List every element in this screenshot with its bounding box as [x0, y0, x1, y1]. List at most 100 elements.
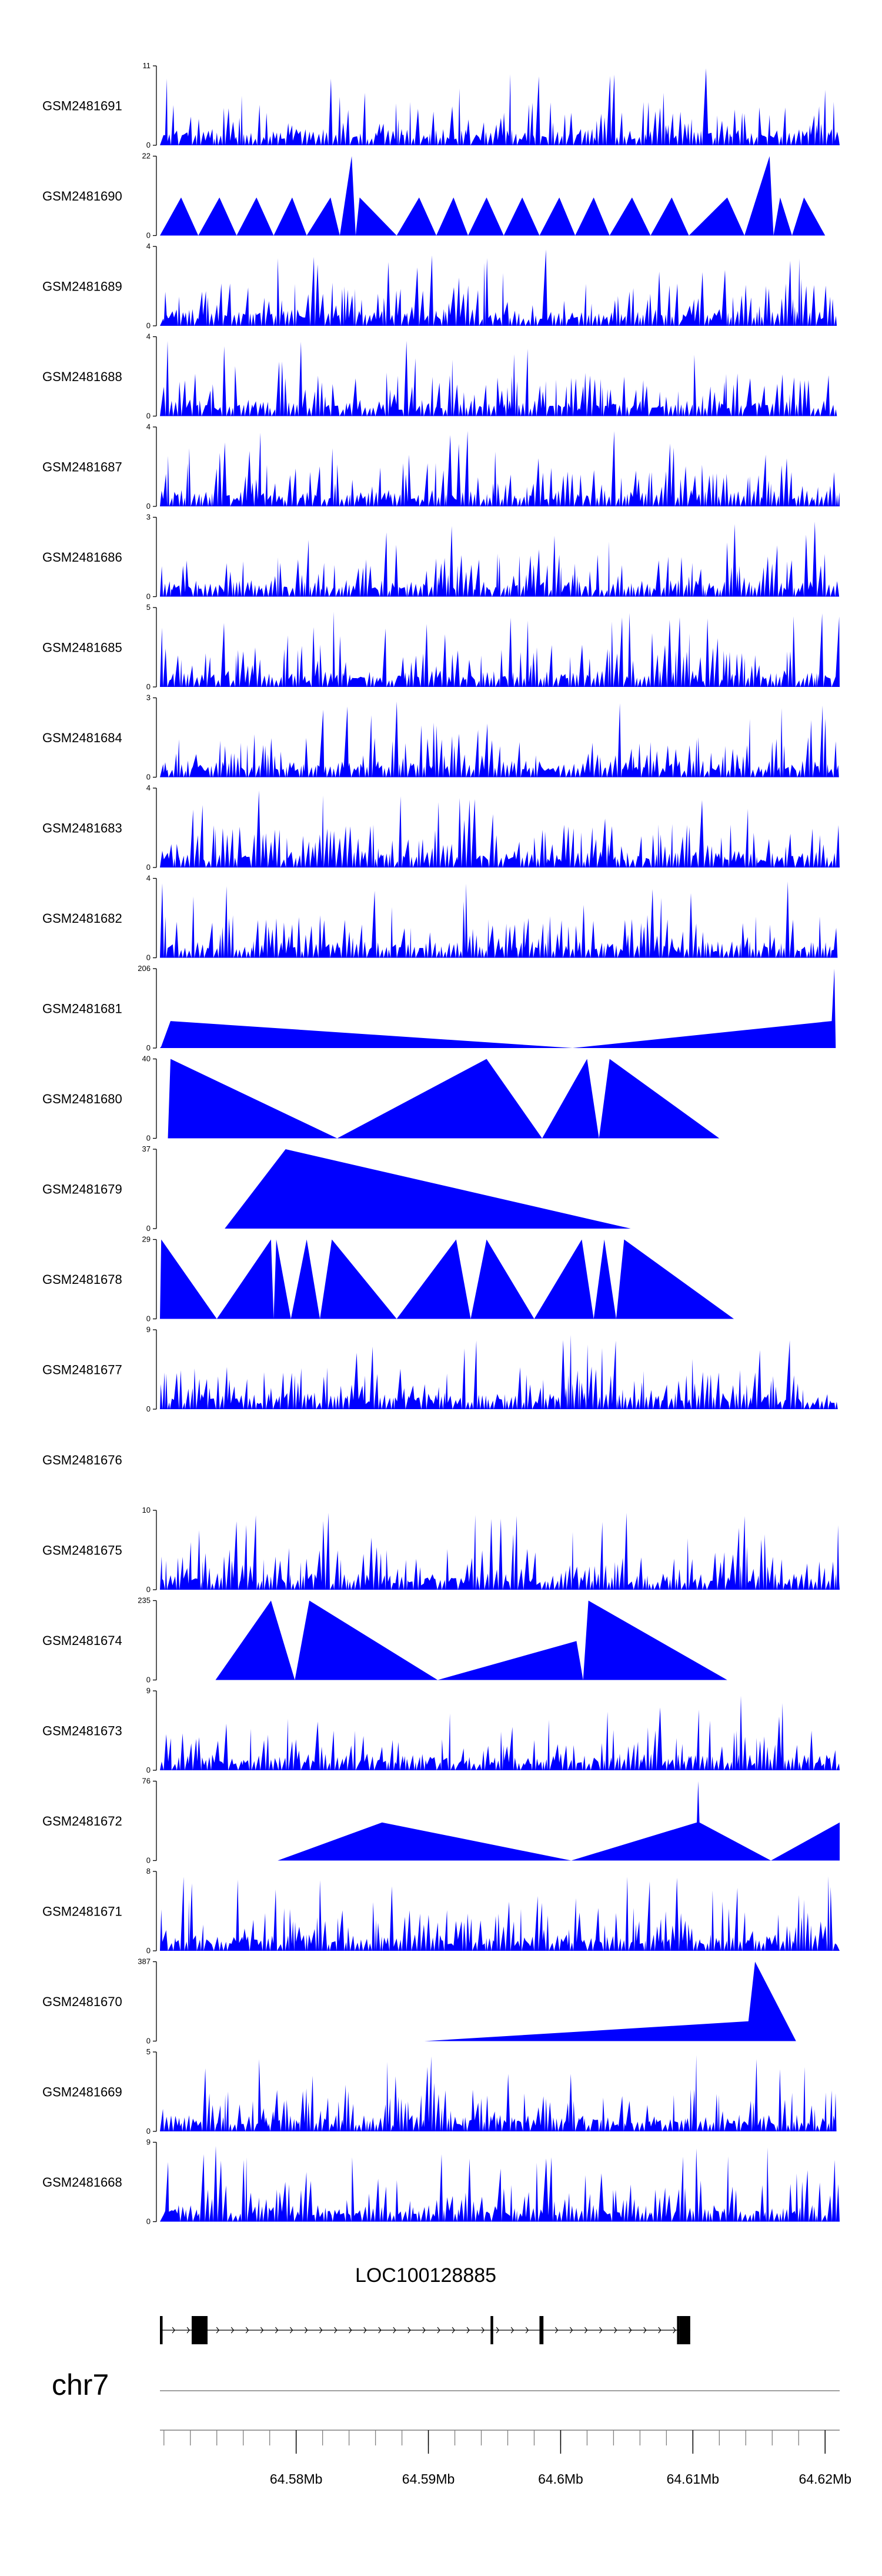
coverage-area: [160, 2145, 840, 2222]
track-gsm2481690: GSM2481690 22 0: [42, 152, 826, 240]
coverage-area: [160, 1513, 840, 1590]
track-label: GSM2481682: [42, 911, 122, 926]
gene-body: [160, 2316, 690, 2344]
strand-chevron: [584, 2327, 588, 2334]
strand-chevron: [407, 2327, 411, 2334]
chromosome-label: chr7: [52, 2368, 109, 2401]
y-tick-label-max: 5: [146, 2047, 151, 2056]
y-tick-label-min: 0: [146, 953, 151, 962]
track-gsm2481681: GSM2481681 206 0: [42, 964, 836, 1052]
y-tick-label-min: 0: [146, 231, 151, 240]
track-gsm2481683: GSM2481683 4 0: [42, 783, 840, 872]
y-tick-label-min: 0: [146, 2217, 151, 2226]
y-tick-label-max: 10: [142, 1506, 151, 1514]
track-gsm2481674: GSM2481674 235 0: [42, 1596, 727, 1684]
track-gsm2481688: GSM2481688 4 0: [42, 332, 840, 421]
strand-chevron: [186, 2327, 190, 2334]
y-tick-label-max: 29: [142, 1235, 151, 1244]
gene-model-track: LOC100128885: [160, 2264, 690, 2344]
coverage-area: [160, 1696, 840, 1770]
coverage-area: [160, 2055, 840, 2131]
strand-chevron: [614, 2327, 617, 2334]
strand-chevron: [437, 2327, 440, 2334]
coordinate-label: 64.62Mb: [799, 2471, 852, 2487]
y-tick-label-max: 387: [138, 1957, 151, 1966]
y-tick-label-min: 0: [146, 502, 151, 510]
strand-chevron: [230, 2327, 235, 2334]
strand-chevron: [334, 2327, 338, 2334]
y-tick-label-min: 0: [146, 682, 151, 691]
genome-axis-track: chr7 64.58Mb 64.59Mb 64.6Mb 64.61Mb 64.62Mb: [52, 2368, 851, 2487]
strand-chevron: [349, 2327, 352, 2334]
strand-chevron: [496, 2327, 499, 2334]
coverage-area: [160, 969, 836, 1048]
y-tick-label-min: 0: [146, 1224, 151, 1233]
y-tick-label-min: 0: [146, 1043, 151, 1052]
track-gsm2481680: GSM2481680 40 0: [42, 1055, 720, 1143]
track-gsm2481685: GSM2481685 5 0: [42, 603, 840, 691]
strand-chevron: [216, 2327, 219, 2334]
strand-chevron: [289, 2327, 293, 2334]
y-tick-label-max: 4: [146, 242, 151, 251]
strand-chevron: [629, 2327, 632, 2334]
strand-chevron: [481, 2327, 485, 2334]
track-label: GSM2481688: [42, 369, 122, 384]
track-label: GSM2481673: [42, 1724, 122, 1739]
coordinate-label: 64.58Mb: [270, 2471, 323, 2487]
strand-chevron: [643, 2327, 647, 2334]
y-tick-label-max: 9: [146, 1686, 151, 1695]
y-tick-label-min: 0: [146, 1676, 151, 1684]
y-tick-label-min: 0: [146, 1314, 151, 1323]
strand-chevron: [172, 2327, 175, 2334]
y-tick-label-min: 0: [146, 592, 151, 601]
strand-chevron: [569, 2327, 573, 2334]
coverage-area: [278, 1781, 840, 1861]
track-label: GSM2481668: [42, 2175, 122, 2190]
coverage-area: [160, 522, 840, 597]
y-tick-label-max: 3: [146, 693, 151, 702]
strand-chevron: [305, 2327, 308, 2334]
track-gsm2481679: GSM2481679 37 0: [42, 1144, 631, 1233]
coverage-area: [160, 1876, 840, 1951]
y-tick-label-min: 0: [146, 773, 151, 782]
track-label: GSM2481676: [42, 1453, 122, 1467]
track-label: GSM2481677: [42, 1363, 122, 1377]
track-label: GSM2481681: [42, 1002, 122, 1016]
track-gsm2481671: GSM2481671 8 0: [42, 1867, 840, 1955]
track-gsm2481678: GSM2481678 29 0: [42, 1235, 734, 1323]
track-label: GSM2481690: [42, 189, 122, 203]
strand-chevron: [422, 2327, 426, 2334]
track-gsm2481676: GSM2481676: [42, 1453, 122, 1467]
coverage-area: [424, 1961, 796, 2041]
coverage-area: [160, 701, 840, 778]
strand-chevron: [599, 2327, 603, 2334]
track-gsm2481668: GSM2481668 9 0: [42, 2138, 840, 2226]
gene-name: LOC100128885: [355, 2264, 496, 2287]
y-tick-label-max: 4: [146, 422, 151, 431]
track-gsm2481687: GSM2481687 4 0: [42, 422, 840, 510]
y-tick-label-min: 0: [146, 1946, 151, 1955]
track-label: GSM2481679: [42, 1182, 122, 1197]
coverage-area: [215, 1600, 727, 1680]
track-gsm2481691: GSM2481691 11 0: [42, 61, 840, 149]
y-tick-label-min: 0: [146, 1856, 151, 1865]
strand-chevron: [554, 2327, 559, 2334]
y-tick-label-max: 206: [138, 964, 151, 973]
coverage-area: [160, 431, 840, 506]
track-label: GSM2481669: [42, 2085, 122, 2100]
gene-exon: [160, 2316, 163, 2344]
gene-exon: [679, 2316, 690, 2344]
strand-chevron: [525, 2327, 529, 2334]
strand-chevron: [466, 2327, 470, 2334]
strand-chevron: [378, 2327, 382, 2334]
y-tick-label-min: 0: [146, 141, 151, 149]
coordinate-label: 64.61Mb: [667, 2471, 720, 2487]
track-gsm2481672: GSM2481672 76 0: [42, 1777, 840, 1865]
track-label: GSM2481671: [42, 1904, 122, 1919]
y-tick-label-min: 0: [146, 1404, 151, 1413]
y-tick-label-min: 0: [146, 412, 151, 421]
coverage-area: [160, 881, 840, 958]
coverage-area: [160, 1239, 734, 1319]
track-gsm2481682: GSM2481682 4 0: [42, 874, 840, 962]
y-tick-label-min: 0: [146, 2127, 151, 2135]
